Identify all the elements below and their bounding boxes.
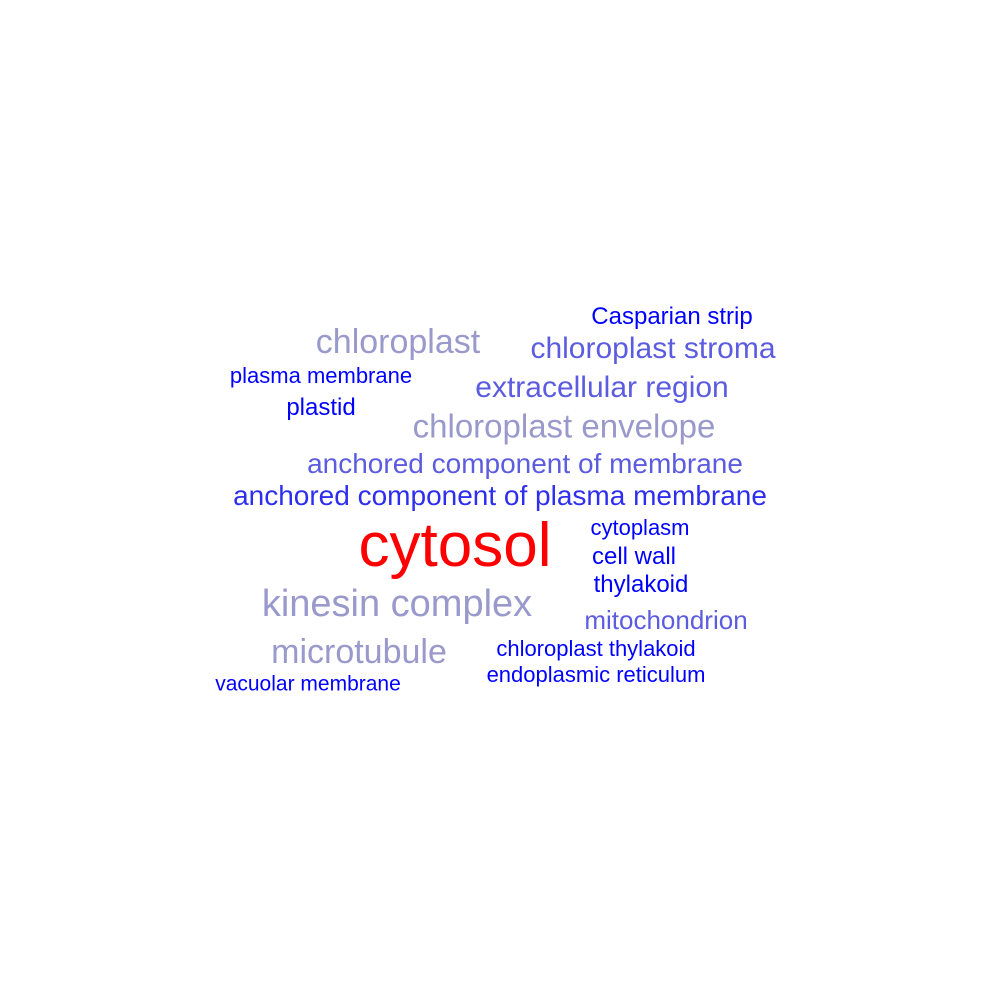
word-microtubule: microtubule: [271, 633, 447, 671]
word-extracellular-region: extracellular region: [475, 371, 729, 404]
word-casparian-strip: Casparian strip: [591, 303, 753, 330]
word-chloroplast-stroma: chloroplast stroma: [530, 332, 776, 365]
word-anchored-component-of-plasma-membrane: anchored component of plasma membrane: [233, 480, 767, 511]
word-chloroplast-thylakoid: chloroplast thylakoid: [496, 636, 696, 661]
word-chloroplast: chloroplast: [315, 323, 481, 361]
word-cell-wall: cell wall: [591, 543, 677, 570]
word-chloroplast-envelope: chloroplast envelope: [412, 407, 716, 445]
word-kinesin-complex: kinesin complex: [261, 583, 533, 625]
word-mitochondrion: mitochondrion: [584, 605, 748, 635]
word-vacuolar-membrane: vacuolar membrane: [215, 672, 401, 696]
word-cytosol: cytosol: [358, 511, 552, 580]
word-plasma-membrane: plasma membrane: [229, 363, 413, 388]
word-plastid: plastid: [286, 394, 356, 421]
word-endoplasmic-reticulum: endoplasmic reticulum: [486, 662, 706, 687]
word-cytoplasm: cytoplasm: [590, 515, 690, 540]
word-thylakoid: thylakoid: [593, 571, 689, 598]
word-anchored-component-of-membrane: anchored component of membrane: [307, 448, 743, 479]
